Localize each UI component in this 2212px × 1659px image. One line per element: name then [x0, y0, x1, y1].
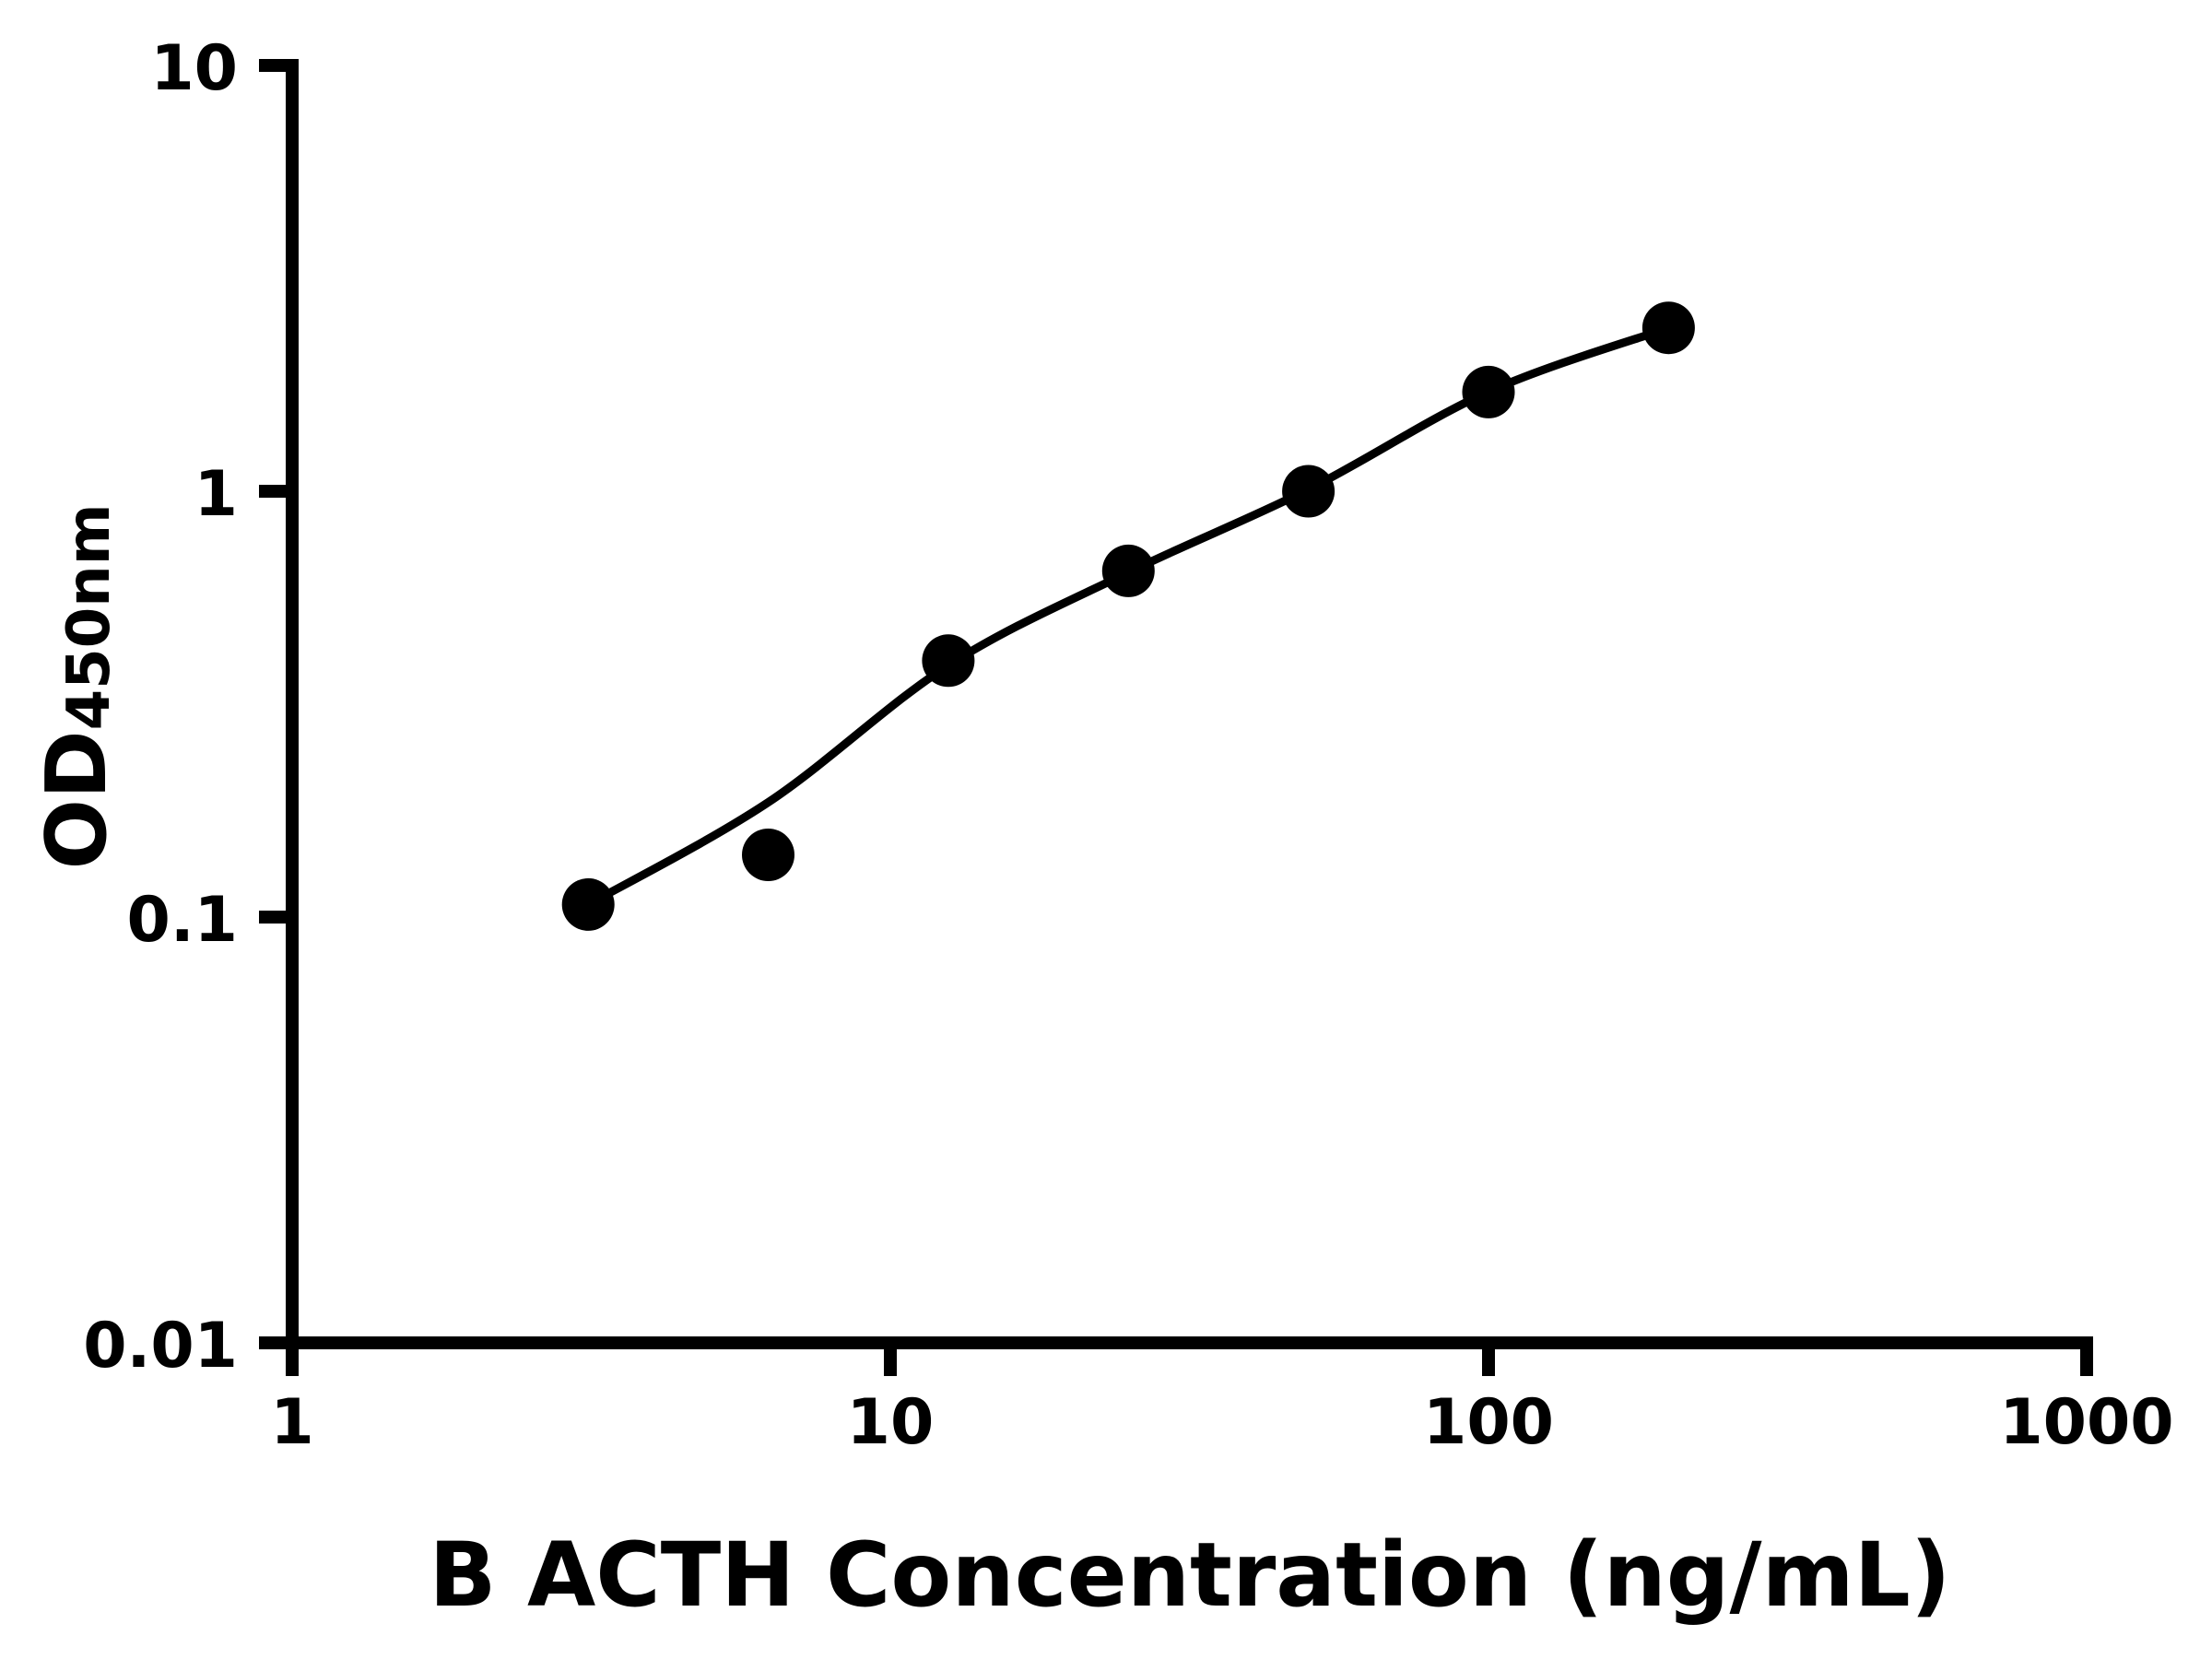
y-tick-label: 10	[150, 32, 238, 105]
fit-curve	[583, 324, 1673, 909]
data-point	[742, 829, 794, 881]
y-tick-label: 0.01	[83, 1310, 238, 1382]
x-tick-label: 10	[847, 1386, 935, 1459]
y-axis-title-main: OD	[29, 730, 125, 869]
y-tick-label: 0.1	[127, 884, 238, 957]
y-tick-label: 1	[194, 458, 238, 531]
x-axis-title: B ACTH Concentration (ng/mL)	[429, 1524, 1950, 1627]
y-axis-title-subscript: 450nm	[55, 503, 124, 730]
plot-group	[561, 301, 1695, 931]
y-axis-title: OD450nm	[29, 503, 125, 869]
data-point	[1101, 544, 1155, 597]
x-tick-label: 1	[270, 1386, 313, 1459]
data-point	[1282, 465, 1335, 518]
ticks-group	[259, 59, 2093, 1376]
tick-labels-group: 1 10 100 1000 0.01 0.1 1 10	[83, 32, 2173, 1459]
x-tick-label: 1000	[1999, 1386, 2173, 1459]
data-point	[1462, 365, 1515, 418]
data-point	[561, 877, 615, 931]
data-point	[1641, 301, 1695, 355]
x-tick-label: 100	[1423, 1386, 1554, 1459]
data-point	[922, 634, 975, 688]
axes-group	[286, 59, 2093, 1349]
